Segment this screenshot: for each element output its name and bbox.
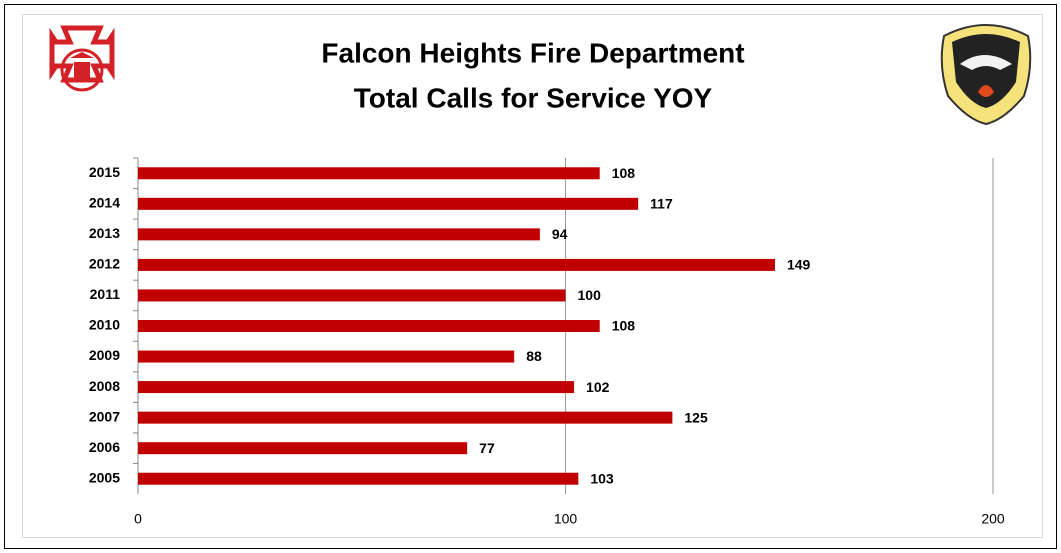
bar <box>138 289 566 302</box>
data-label: 102 <box>586 379 610 395</box>
y-tick-label: 2010 <box>89 317 120 333</box>
bar <box>138 167 600 180</box>
data-label: 117 <box>650 196 673 212</box>
data-label: 103 <box>590 470 614 486</box>
left-logo <box>49 25 115 92</box>
data-label: 149 <box>787 257 811 273</box>
data-label: 94 <box>552 226 568 242</box>
bar <box>138 411 673 424</box>
bar <box>138 442 468 455</box>
y-tick-label: 2008 <box>89 378 120 394</box>
data-label: 108 <box>612 165 636 181</box>
y-tick-label: 2005 <box>89 469 120 485</box>
y-tick-label: 2015 <box>89 164 120 180</box>
data-label: 108 <box>612 318 636 334</box>
patch-inner <box>952 34 1020 108</box>
x-tick-label: 0 <box>134 511 142 527</box>
y-tick-label: 2007 <box>89 408 120 424</box>
flame <box>978 85 994 97</box>
data-label: 125 <box>684 409 708 425</box>
chart-subtitle: Total Calls for Service YOY <box>354 82 713 113</box>
data-label: 88 <box>526 348 542 364</box>
x-tick-label: 100 <box>554 511 578 527</box>
logo-emblem <box>70 52 94 80</box>
right-logo <box>940 24 1032 126</box>
chart-title: Falcon Heights Fire Department <box>321 37 744 68</box>
x-tick-label: 200 <box>981 511 1005 527</box>
y-tick-label: 2009 <box>89 347 120 363</box>
y-tick-label: 2011 <box>90 286 121 302</box>
y-tick-label: 2013 <box>89 225 120 241</box>
bar <box>138 472 579 485</box>
y-tick-label: 2012 <box>89 256 120 272</box>
bar <box>138 228 540 241</box>
data-label: 77 <box>479 440 495 456</box>
y-tick-label: 2014 <box>89 195 120 211</box>
eagle <box>960 55 1012 70</box>
bar <box>138 381 575 394</box>
logo-ring <box>60 48 104 92</box>
bar <box>138 320 600 332</box>
y-tick-label: 2006 <box>89 439 120 455</box>
data-label: 100 <box>578 287 602 303</box>
bar <box>138 258 775 271</box>
bar <box>138 197 639 210</box>
bar <box>138 350 515 363</box>
